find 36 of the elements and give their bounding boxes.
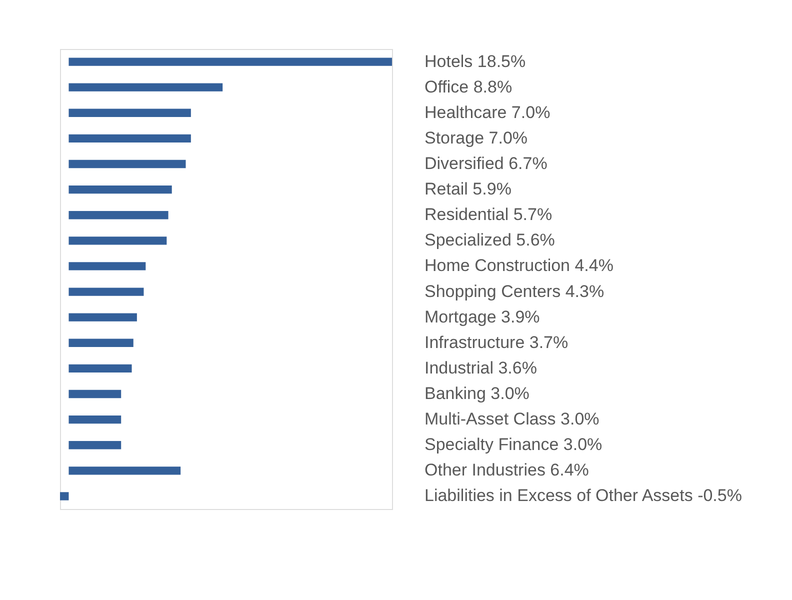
y-tick-label: Mortgage 3.9%: [424, 307, 540, 326]
y-tick-label: Other Industries 6.4%: [424, 460, 589, 480]
y-tick-label: Storage 7.0%: [424, 128, 528, 148]
y-tick-label: Hotels 18.5%: [424, 52, 526, 71]
bar: [68, 83, 223, 92]
bar: [68, 160, 186, 168]
bar: [68, 211, 168, 220]
y-tick-label: Multi-Asset Class 3.0%: [424, 410, 600, 429]
bar: [68, 58, 392, 66]
bar: [68, 415, 122, 424]
bar: [68, 390, 122, 398]
y-tick-label: Home Construction 4.4%: [424, 256, 614, 276]
bar: [68, 134, 191, 143]
bar: [68, 185, 172, 194]
y-tick-label: Residential 5.7%: [424, 205, 552, 224]
bar: [68, 236, 167, 245]
y-tick-label: Office 8.8%: [424, 77, 512, 96]
bar: [68, 262, 146, 270]
bar: [68, 338, 134, 347]
y-tick-label: Healthcare 7.0%: [424, 102, 550, 122]
y-tick-label: Banking 3.0%: [424, 384, 530, 403]
y-tick-label: Retail 5.9%: [424, 180, 512, 199]
bar: [68, 466, 181, 475]
bar: [68, 364, 132, 373]
bar: [68, 441, 122, 450]
y-tick-label: Specialty Finance 3.0%: [424, 435, 602, 454]
bar: [68, 288, 144, 296]
bar: [60, 492, 69, 500]
y-tick-label: Shopping Centers 4.3%: [424, 282, 604, 301]
y-tick-label: Diversified 6.7%: [424, 154, 548, 173]
bar: [68, 108, 191, 117]
y-tick-label: Infrastructure 3.7%: [424, 332, 568, 352]
bar: [68, 313, 137, 322]
y-tick-label: Specialized 5.6%: [424, 230, 555, 250]
y-tick-label: Industrial 3.6%: [424, 358, 537, 378]
y-tick-label: Liabilities in Excess of Other Assets -0.5%: [424, 486, 742, 506]
